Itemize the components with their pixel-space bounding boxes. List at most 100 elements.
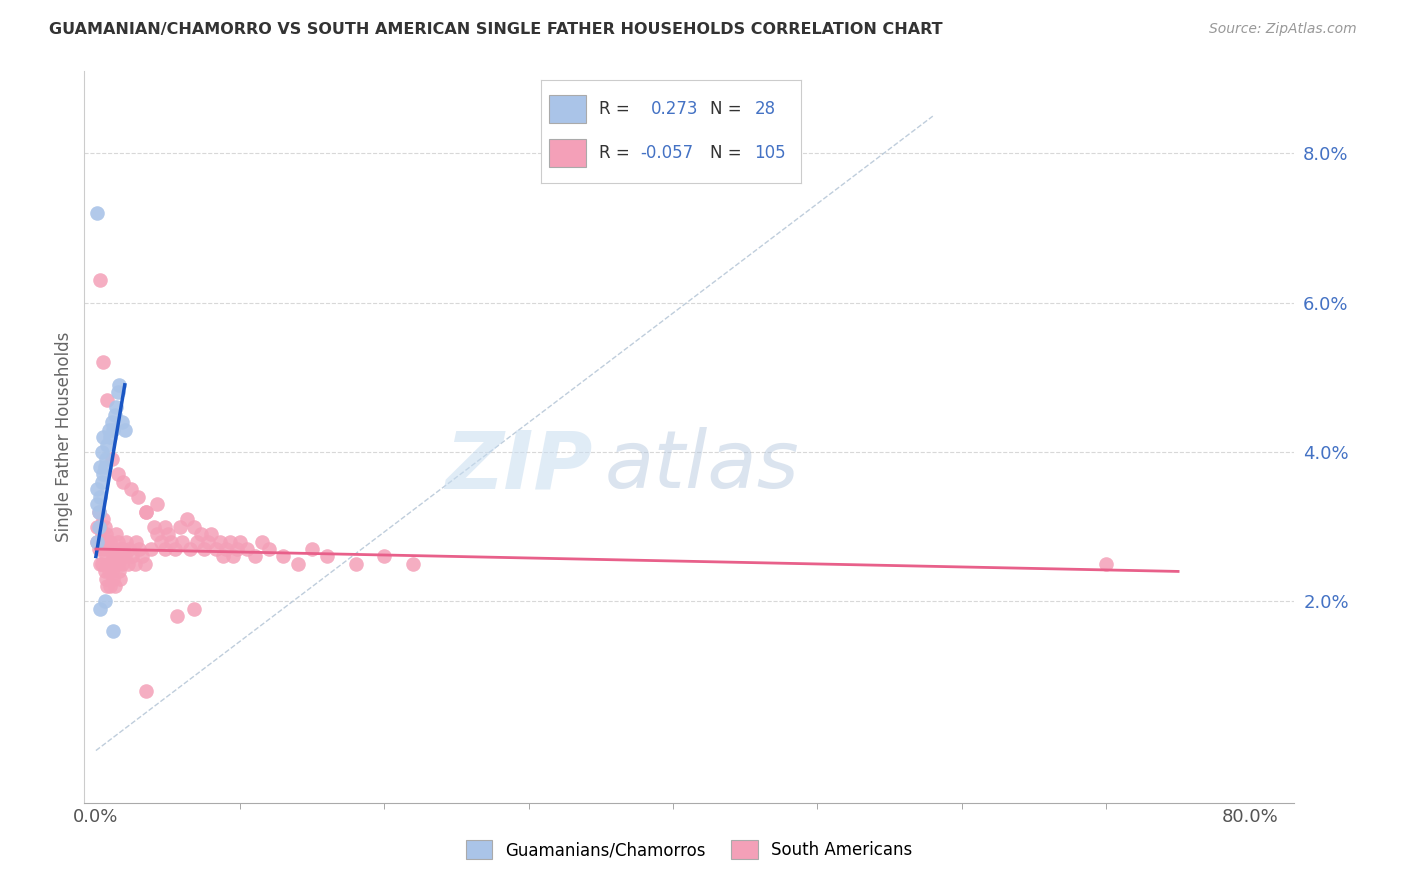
Point — [149, 534, 172, 549]
Point — [402, 557, 425, 571]
Point — [139, 542, 162, 557]
Point — [108, 542, 131, 557]
Text: 105: 105 — [755, 145, 786, 162]
Point — [142, 519, 165, 533]
Point — [165, 542, 187, 557]
Point — [104, 408, 127, 422]
Point — [118, 542, 141, 557]
Text: R =: R = — [599, 100, 630, 118]
Point — [96, 534, 118, 549]
Point — [96, 392, 118, 407]
Point — [87, 542, 110, 557]
Point — [89, 519, 111, 533]
Point — [93, 594, 115, 608]
Point — [93, 565, 115, 579]
Point — [100, 452, 122, 467]
FancyBboxPatch shape — [550, 139, 585, 168]
Point — [273, 549, 295, 564]
Point — [105, 401, 128, 415]
Point — [135, 505, 157, 519]
Point — [172, 534, 194, 549]
Point — [91, 534, 114, 549]
Point — [86, 534, 108, 549]
Point — [103, 624, 125, 639]
Point — [208, 534, 231, 549]
Point — [344, 557, 367, 571]
Point — [94, 527, 117, 541]
Point — [107, 385, 129, 400]
Point — [89, 273, 111, 287]
Point — [107, 557, 129, 571]
Point — [112, 542, 135, 557]
Point — [90, 527, 112, 541]
Point — [93, 519, 115, 533]
Point — [134, 557, 156, 571]
Point — [96, 437, 118, 451]
Point — [100, 542, 122, 557]
Point — [91, 467, 114, 482]
Point — [94, 572, 117, 586]
Point — [97, 423, 120, 437]
Point — [193, 542, 215, 557]
Point — [315, 549, 337, 564]
Text: N =: N = — [710, 100, 742, 118]
Point — [153, 519, 176, 533]
Point — [86, 519, 108, 533]
Text: R =: R = — [599, 145, 630, 162]
Point — [87, 519, 110, 533]
Point — [287, 557, 309, 571]
Point — [105, 549, 128, 564]
Text: 28: 28 — [755, 100, 776, 118]
Point — [108, 565, 131, 579]
Point — [131, 549, 153, 564]
Text: -0.057: -0.057 — [640, 145, 693, 162]
Point — [107, 467, 129, 482]
Point — [91, 430, 114, 444]
Point — [91, 512, 114, 526]
Point — [96, 557, 118, 571]
Point — [87, 505, 110, 519]
Point — [145, 497, 167, 511]
Point — [89, 490, 111, 504]
Point — [117, 557, 139, 571]
Point — [145, 527, 167, 541]
Point — [86, 534, 108, 549]
Point — [179, 542, 201, 557]
Point — [204, 542, 226, 557]
FancyBboxPatch shape — [550, 95, 585, 123]
Point — [103, 572, 125, 586]
Point — [90, 475, 112, 489]
Point — [125, 534, 148, 549]
Point — [103, 549, 125, 564]
Point — [301, 542, 323, 557]
Point — [96, 579, 118, 593]
Point — [93, 459, 115, 474]
Point — [166, 609, 188, 624]
Point — [120, 483, 142, 497]
Point — [153, 542, 176, 557]
Point — [111, 557, 134, 571]
Point — [104, 557, 127, 571]
Point — [197, 534, 219, 549]
Point — [86, 483, 108, 497]
Point — [121, 549, 143, 564]
Text: GUAMANIAN/CHAMORRO VS SOUTH AMERICAN SINGLE FATHER HOUSEHOLDS CORRELATION CHART: GUAMANIAN/CHAMORRO VS SOUTH AMERICAN SIN… — [49, 22, 943, 37]
Point — [219, 534, 242, 549]
Point — [91, 355, 114, 369]
Point — [97, 542, 120, 557]
Point — [94, 549, 117, 564]
Point — [90, 542, 112, 557]
Point — [89, 601, 111, 615]
Point — [93, 542, 115, 557]
Point — [97, 565, 120, 579]
Point — [176, 512, 198, 526]
Point — [89, 459, 111, 474]
Point — [157, 527, 180, 541]
Point — [114, 423, 136, 437]
Point — [200, 527, 222, 541]
Point — [110, 549, 132, 564]
Point — [90, 557, 112, 571]
Point — [94, 452, 117, 467]
Point — [107, 534, 129, 549]
Point — [222, 549, 245, 564]
